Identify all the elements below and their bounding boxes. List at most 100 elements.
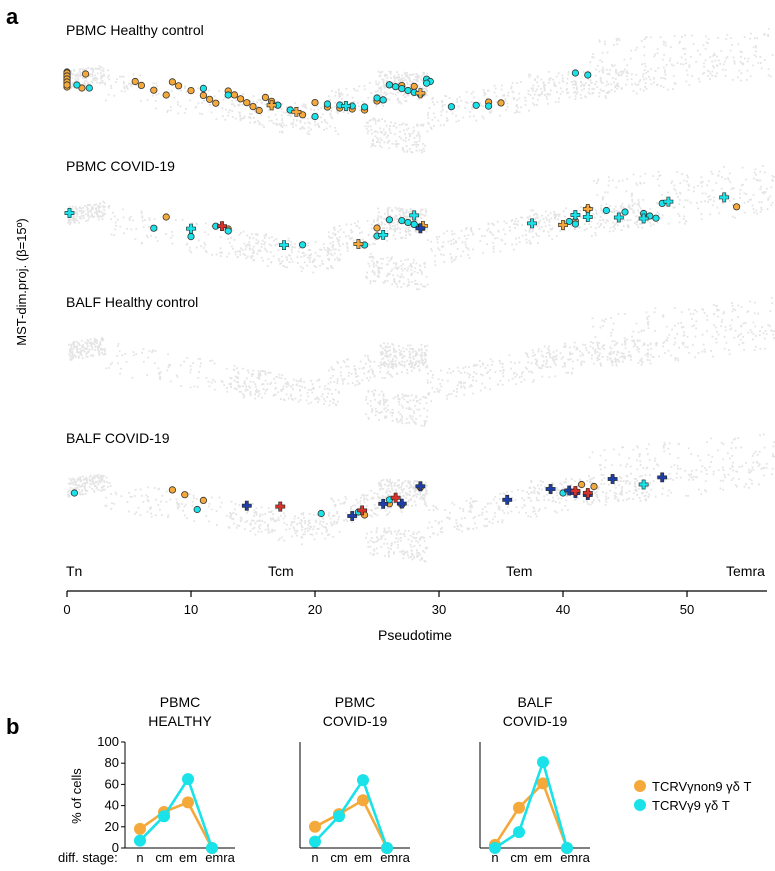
- point-row1-s1-14: [131, 77, 139, 86]
- point-row1-s2-8: [323, 100, 331, 108]
- point-row4-s5-1: [275, 501, 286, 512]
- point-row2-s4-8: [582, 212, 593, 222]
- point-row1-s1-19: [175, 82, 183, 90]
- point-row1-s1-23: [212, 99, 220, 107]
- point-row2-s4-10: [638, 213, 649, 224]
- point-row2-s4-7: [570, 210, 581, 220]
- point-row1-s1-43: [410, 82, 418, 91]
- point-row2-s4-9: [613, 212, 624, 223]
- point-row1-s2-22: [447, 103, 455, 111]
- series-point-2-2-emra: [381, 842, 393, 854]
- point-row4-s1-2: [181, 491, 189, 499]
- panel-a-letter: a: [6, 4, 19, 29]
- point-row2-s2-8: [385, 216, 393, 224]
- series-point-1-2-em: [182, 773, 194, 786]
- point-row1-s2-11: [360, 103, 369, 111]
- point-row2-s3-1: [353, 239, 364, 249]
- point-row4-s3-1: [638, 479, 649, 490]
- point-row4-s2-2: [193, 505, 201, 514]
- y-tick-label-80: 80: [105, 755, 119, 770]
- stage-label-tem: Tem: [506, 563, 532, 579]
- x-axis-label: Pseudotime: [378, 627, 452, 643]
- point-row1-s1-27: [243, 99, 251, 107]
- background-cloud-row-4: [67, 433, 775, 563]
- series-point-3-2-em: [537, 756, 549, 769]
- series-point-3-2-n: [489, 842, 501, 854]
- category-label-cm: cm: [155, 850, 172, 865]
- point-row4-s4-5: [415, 481, 426, 492]
- series-line-2-1: [314, 798, 389, 849]
- point-row4-s1-9: [590, 482, 598, 491]
- point-row2-s4-5: [409, 210, 420, 221]
- point-row2-s2-19: [652, 214, 660, 222]
- category-label-em: em: [179, 850, 197, 865]
- point-row1-s3-3: [415, 88, 426, 99]
- point-row2-s2-9: [398, 217, 406, 225]
- point-row1-s2-16: [398, 85, 406, 93]
- point-row4-s2-3: [317, 509, 325, 518]
- point-row4-s4-2: [347, 511, 358, 521]
- point-row2-s1-6: [732, 203, 741, 211]
- point-row1-s3-1: [266, 100, 277, 111]
- legend-label-v9: TCRVγ9 γδ T: [652, 798, 730, 813]
- row-title-balf-covid: BALF COVID-19: [66, 430, 170, 446]
- point-row1-s2-25: [571, 69, 580, 77]
- point-row2-s5-1: [217, 221, 227, 231]
- row-title-pbmc-covid: PBMC COVID-19: [66, 158, 175, 174]
- point-row1-s2-7: [311, 113, 319, 121]
- point-row4-s5-5: [582, 488, 593, 498]
- point-row2-s4-2: [186, 223, 196, 234]
- x-axis-ticks: 0 10 20 30 40 50: [63, 591, 694, 617]
- series-point-2-2-cm: [333, 810, 345, 823]
- series-point-3-1-cm: [513, 801, 525, 814]
- point-row1-s1-30: [261, 93, 269, 102]
- stage-label-temra: Temra: [726, 563, 765, 579]
- x-tick-label-50: 50: [680, 602, 694, 617]
- point-row4-s4-11: [607, 474, 618, 484]
- series-line-1-1: [139, 800, 214, 849]
- y-tick-label-0: 0: [112, 840, 119, 855]
- point-row2-s4-1: [64, 208, 75, 218]
- series-line-3-1: [493, 780, 569, 849]
- point-row1-s2-13: [379, 96, 387, 104]
- series-point-2-1-em: [357, 794, 369, 807]
- point-row2-s4-6: [527, 218, 537, 229]
- point-row2-s4-3: [279, 240, 289, 250]
- point-row1-s2-3: [199, 84, 207, 93]
- category-label-n: n: [311, 850, 318, 865]
- chart-title-3-line-1: BALF: [517, 694, 552, 710]
- y-tick-label-100: 100: [97, 734, 119, 749]
- legend-marker-non9: [634, 780, 646, 792]
- series-point-3-2-cm: [513, 826, 525, 839]
- point-row1-s1-16: [150, 86, 158, 94]
- background-cloud-row-3: [68, 296, 775, 427]
- point-row4-s2-1: [70, 489, 79, 497]
- point-row4-s5-3: [390, 492, 401, 503]
- y-axis-label: MST-dim.proj. (β=15º): [14, 218, 29, 345]
- category-label-cm: cm: [330, 850, 347, 865]
- point-row1-s1-18: [168, 78, 176, 86]
- category-label-em: em: [354, 850, 372, 865]
- point-row1-s1-21: [199, 91, 207, 100]
- legend-label-non9: TCRVγnon9 γδ T: [652, 779, 752, 794]
- point-row1-s1-20: [187, 87, 195, 95]
- point-row1-s2-27: [422, 79, 431, 87]
- point-row2-s4-12: [719, 192, 730, 203]
- x-tick-label-10: 10: [184, 602, 198, 617]
- x-tick-label-0: 0: [63, 602, 70, 617]
- chart-title-3-line-2: COVID-19: [503, 713, 568, 729]
- point-row1-s1-28: [249, 103, 257, 111]
- stage-label-tn: Tn: [66, 563, 82, 579]
- point-row2-s2-5: [298, 241, 307, 249]
- point-row1-s2-23: [472, 101, 480, 109]
- category-label-cm: cm: [510, 850, 527, 865]
- category-label-n: n: [136, 850, 143, 865]
- legend-marker-v9: [634, 799, 646, 811]
- point-row1-s4-1: [341, 101, 351, 111]
- point-row1-s1-13: [82, 70, 90, 78]
- point-row1-s1-17: [162, 91, 170, 99]
- chart-title-1-line-1: PBMC: [160, 694, 200, 710]
